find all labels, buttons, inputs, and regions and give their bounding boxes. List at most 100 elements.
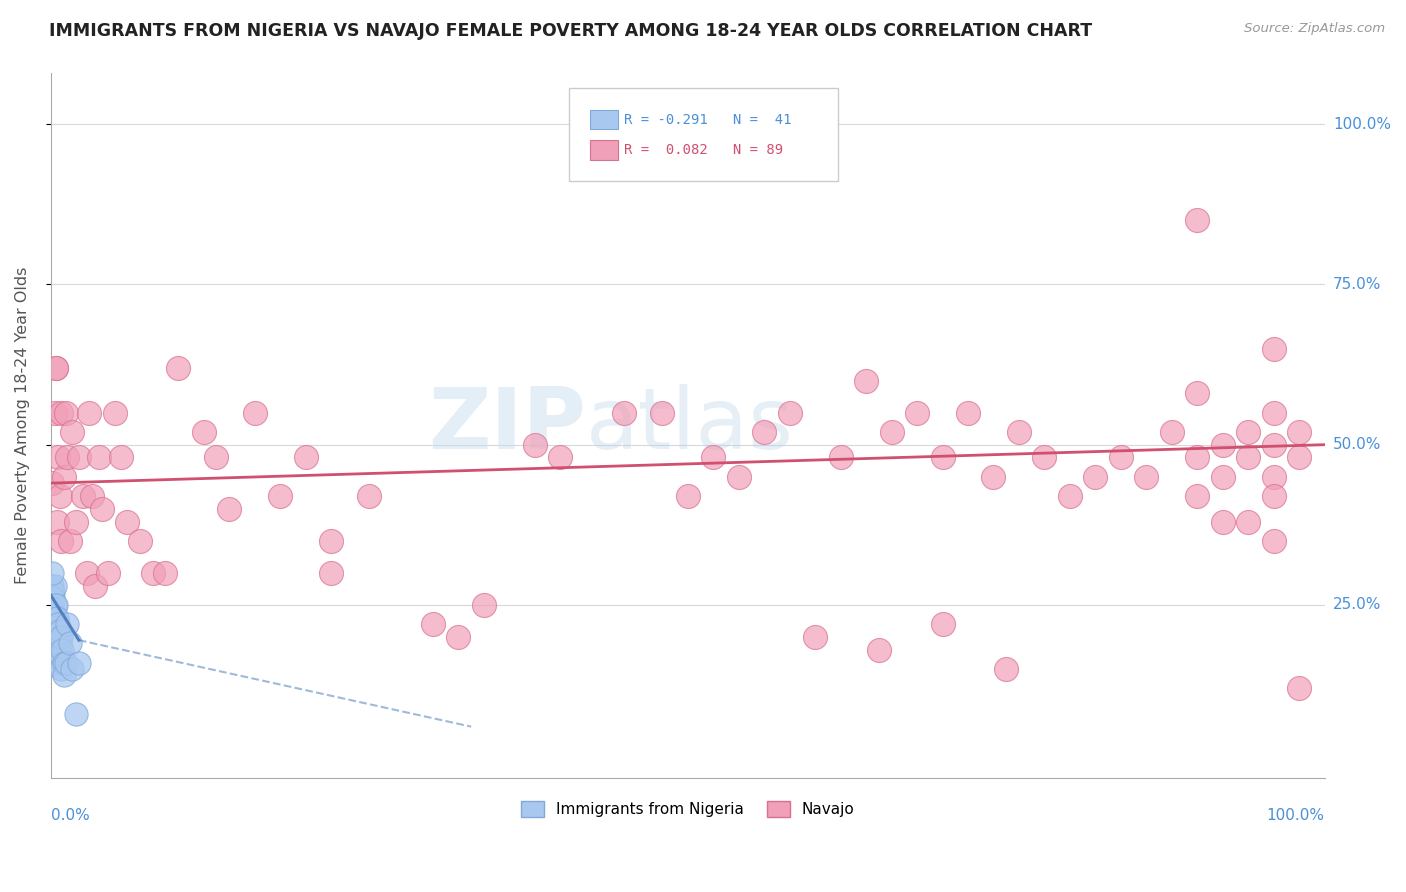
Point — [995, 662, 1018, 676]
Point — [868, 642, 890, 657]
FancyBboxPatch shape — [589, 110, 617, 129]
Point — [55, 406, 77, 420]
Point — [1263, 406, 1285, 420]
Text: 0.0%: 0.0% — [51, 808, 90, 823]
Point — [1059, 489, 1081, 503]
Point — [205, 450, 228, 465]
Point — [1288, 450, 1310, 465]
Point — [46, 610, 69, 624]
Point — [48, 636, 70, 650]
Point — [44, 636, 66, 650]
Y-axis label: Female Poverty Among 18-24 Year Olds: Female Poverty Among 18-24 Year Olds — [15, 267, 30, 584]
Point — [983, 469, 1005, 483]
Point — [319, 533, 342, 548]
Point — [294, 450, 316, 465]
Point — [52, 656, 75, 670]
Point — [44, 610, 66, 624]
Point — [804, 630, 827, 644]
Point — [1237, 450, 1260, 465]
Text: ZIP: ZIP — [427, 384, 586, 467]
Point — [46, 636, 69, 650]
Point — [51, 642, 73, 657]
Point — [41, 585, 63, 599]
Point — [45, 649, 67, 664]
Point — [44, 598, 66, 612]
Point — [1109, 450, 1132, 465]
Point — [76, 566, 98, 580]
Point — [72, 489, 94, 503]
Point — [90, 501, 112, 516]
FancyBboxPatch shape — [569, 88, 838, 181]
Point — [1187, 489, 1209, 503]
Point — [1263, 469, 1285, 483]
Point — [46, 656, 69, 670]
Point — [855, 374, 877, 388]
Point — [931, 617, 953, 632]
Point — [359, 489, 381, 503]
Text: 100.0%: 100.0% — [1333, 117, 1391, 132]
Point — [62, 662, 84, 676]
Point — [269, 489, 291, 503]
Point — [1033, 450, 1056, 465]
Point — [65, 706, 87, 721]
Point — [42, 591, 65, 606]
Point — [523, 438, 546, 452]
Point — [129, 533, 152, 548]
Point — [48, 617, 70, 632]
Point — [49, 630, 72, 644]
Point — [62, 425, 84, 439]
Text: Source: ZipAtlas.com: Source: ZipAtlas.com — [1244, 22, 1385, 36]
Point — [89, 450, 111, 465]
Point — [167, 360, 190, 375]
Point — [52, 668, 75, 682]
Point — [1187, 386, 1209, 401]
Point — [44, 406, 66, 420]
Point — [613, 406, 636, 420]
Point — [56, 450, 79, 465]
Point — [48, 642, 70, 657]
Text: 50.0%: 50.0% — [1333, 437, 1381, 452]
Point — [1237, 515, 1260, 529]
Point — [52, 469, 75, 483]
Point — [97, 566, 120, 580]
Point — [48, 624, 70, 638]
Point — [41, 579, 63, 593]
Point — [1084, 469, 1107, 483]
Point — [56, 617, 79, 632]
Point — [1288, 425, 1310, 439]
Point — [1187, 450, 1209, 465]
Point — [472, 598, 495, 612]
Text: R = -0.291   N =  41: R = -0.291 N = 41 — [624, 112, 792, 127]
Point — [67, 656, 90, 670]
Point — [931, 450, 953, 465]
Point — [727, 469, 749, 483]
Point — [155, 566, 177, 580]
Text: atlas: atlas — [586, 384, 794, 467]
Point — [1212, 515, 1234, 529]
FancyBboxPatch shape — [589, 140, 617, 160]
Point — [45, 598, 67, 612]
Point — [49, 406, 72, 420]
Point — [651, 406, 673, 420]
Point — [59, 636, 82, 650]
Point — [42, 617, 65, 632]
Point — [1135, 469, 1157, 483]
Point — [1212, 469, 1234, 483]
Point — [45, 360, 67, 375]
Point — [45, 617, 67, 632]
Point — [218, 501, 240, 516]
Point — [956, 406, 979, 420]
Point — [41, 476, 63, 491]
Point — [830, 450, 852, 465]
Point — [779, 406, 801, 420]
Point — [880, 425, 903, 439]
Point — [49, 649, 72, 664]
Text: IMMIGRANTS FROM NIGERIA VS NAVAJO FEMALE POVERTY AMONG 18-24 YEAR OLDS CORRELATI: IMMIGRANTS FROM NIGERIA VS NAVAJO FEMALE… — [49, 22, 1092, 40]
Point — [319, 566, 342, 580]
Point — [46, 624, 69, 638]
Point — [1187, 213, 1209, 227]
Point — [1160, 425, 1182, 439]
Point — [48, 450, 70, 465]
Point — [142, 566, 165, 580]
Point — [42, 585, 65, 599]
